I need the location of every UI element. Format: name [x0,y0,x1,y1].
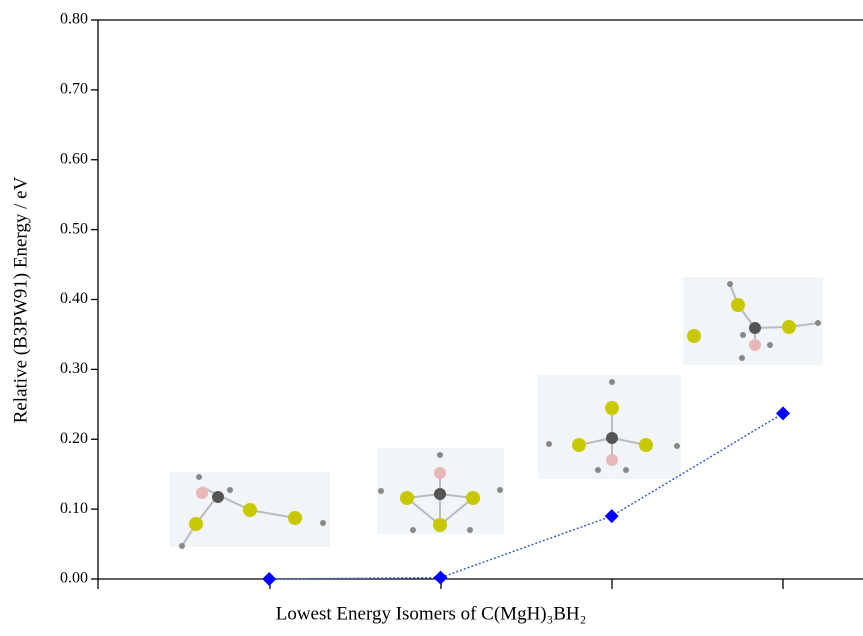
x-axis-title: Lowest Energy Isomers of C(MgH)₃BH₂ [276,603,587,624]
y-tick-label: 0.50 [60,220,88,237]
molecule-1 [170,472,330,549]
y-tick-label: 0.70 [60,81,88,98]
data-point [776,406,790,420]
page: Lowest Energy Isomers of C(MgH)₃BH₂ Rela… [0,0,863,636]
data-point [605,509,619,523]
y-tick-label: 0.60 [60,150,88,167]
molecule-3 [538,375,681,479]
chart: Lowest Energy Isomers of C(MgH)₃BH₂ Rela… [0,0,863,636]
y-tick-label: 0.10 [60,500,88,517]
series-line [269,413,783,579]
y-tick-label: 0.80 [60,11,88,28]
y-tick-label: 0.20 [60,430,88,447]
molecule-4 [683,277,823,365]
y-tick-label: 0.40 [60,290,88,307]
y-axis-title: Relative (B3PW91) Energy / eV [10,176,31,423]
y-tick-label: 0.30 [60,360,88,377]
y-tick-label: 0.00 [60,570,88,587]
molecule-2 [377,448,504,534]
data-point [434,571,448,585]
data-point [262,572,276,586]
